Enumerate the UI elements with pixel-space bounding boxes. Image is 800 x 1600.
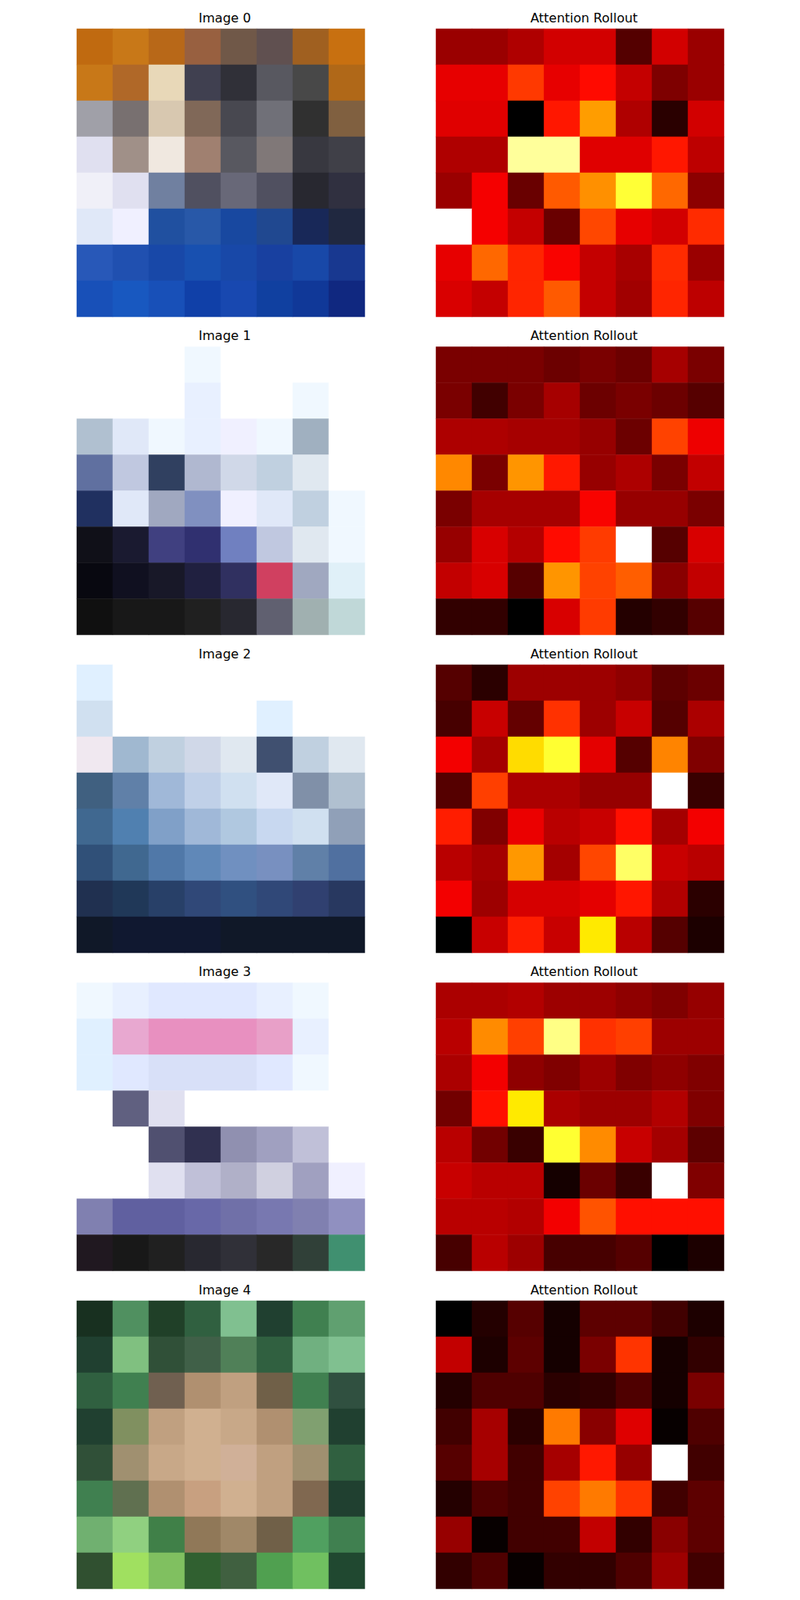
svg-text:Attention Rollout: Attention Rollout — [530, 646, 638, 662]
svg-text:Image 4: Image 4 — [198, 1282, 251, 1298]
svg-text:Attention Rollout: Attention Rollout — [530, 1282, 638, 1298]
svg-text:Image 2: Image 2 — [198, 646, 251, 662]
svg-text:Attention Rollout: Attention Rollout — [530, 964, 638, 980]
svg-text:Image 0: Image 0 — [198, 10, 251, 26]
svg-text:Image 3: Image 3 — [198, 964, 251, 980]
svg-text:Attention Rollout: Attention Rollout — [530, 328, 638, 344]
svg-text:Attention Rollout: Attention Rollout — [530, 10, 638, 26]
svg-text:Image 1: Image 1 — [198, 328, 251, 344]
